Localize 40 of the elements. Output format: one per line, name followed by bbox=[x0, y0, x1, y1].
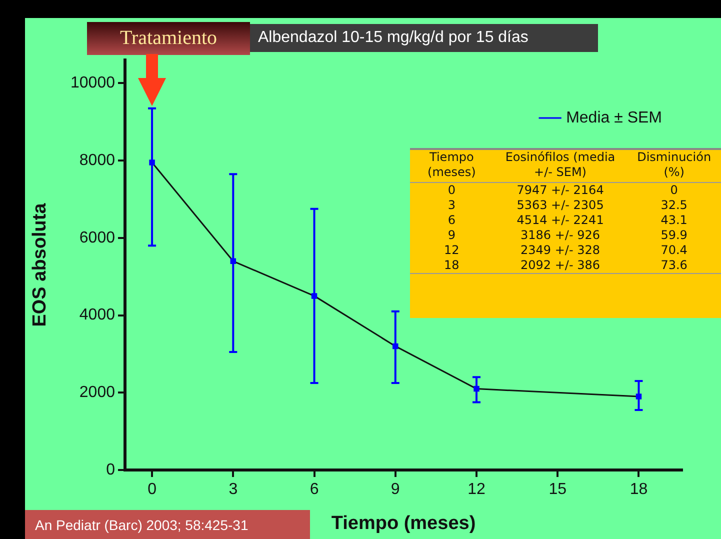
annotation: 2349 +/- 328 bbox=[520, 243, 602, 258]
y-tick-label: 8000 bbox=[79, 152, 116, 169]
annotation: 0 bbox=[669, 182, 679, 198]
text: Albendazol 10-15 mg/kg/d por 15 días bbox=[250, 24, 598, 52]
x-tick-label: 12 bbox=[468, 481, 486, 498]
x-tick-label: 0 bbox=[148, 481, 157, 498]
annotation: Eosinófilos (media +/- SEM) bbox=[493, 150, 628, 182]
annotation: 18 bbox=[410, 258, 494, 274]
x-tick-label: 3 bbox=[228, 481, 238, 498]
annotation: 3186 +/- 926 bbox=[520, 228, 602, 243]
annotation: Tiempo (meses) bbox=[410, 150, 494, 182]
y-axis-title: EOS absoluta bbox=[30, 202, 51, 327]
annotation: 12 bbox=[443, 243, 460, 258]
annotation: 43.1 bbox=[660, 213, 688, 228]
y-tick-label: 6000 bbox=[79, 229, 116, 246]
legend-label: Media ± SEM bbox=[566, 109, 662, 126]
annotation: 32.5 bbox=[660, 198, 688, 213]
x-tick-label: 18 bbox=[630, 481, 648, 498]
annotation: 59.9 bbox=[660, 228, 688, 243]
annotation: Disminución (%) bbox=[627, 150, 721, 182]
x-tick-label: 9 bbox=[390, 481, 400, 498]
x-tick-label: 6 bbox=[310, 481, 319, 498]
x-axis-title: Tiempo (meses) bbox=[331, 512, 476, 534]
annotation: 73.6 bbox=[627, 258, 721, 274]
y-tick-label: 2000 bbox=[79, 384, 116, 402]
y-tick-label: 10000 bbox=[70, 74, 116, 92]
annotation: 4514 +/- 2241 bbox=[516, 213, 605, 228]
y-tick-label: 4000 bbox=[79, 306, 116, 324]
annotation: 70.4 bbox=[660, 243, 688, 258]
x-tick-label: 15 bbox=[548, 481, 567, 498]
annotation: 5363 +/- 2305 bbox=[516, 198, 605, 213]
annotation: 9 bbox=[446, 228, 456, 243]
annotation: 3 bbox=[446, 198, 456, 213]
y-tick-label: 0 bbox=[106, 461, 116, 478]
annotation: 0 bbox=[446, 182, 456, 198]
annotation: 6 bbox=[446, 213, 456, 228]
annotation: 2092 +/- 386 bbox=[493, 258, 628, 274]
annotation: Tratamiento bbox=[87, 22, 250, 55]
annotation: 7947 +/- 2164 bbox=[516, 182, 605, 198]
text: An Pediatr (Barc) 2003; 58:425-31 bbox=[25, 510, 310, 539]
